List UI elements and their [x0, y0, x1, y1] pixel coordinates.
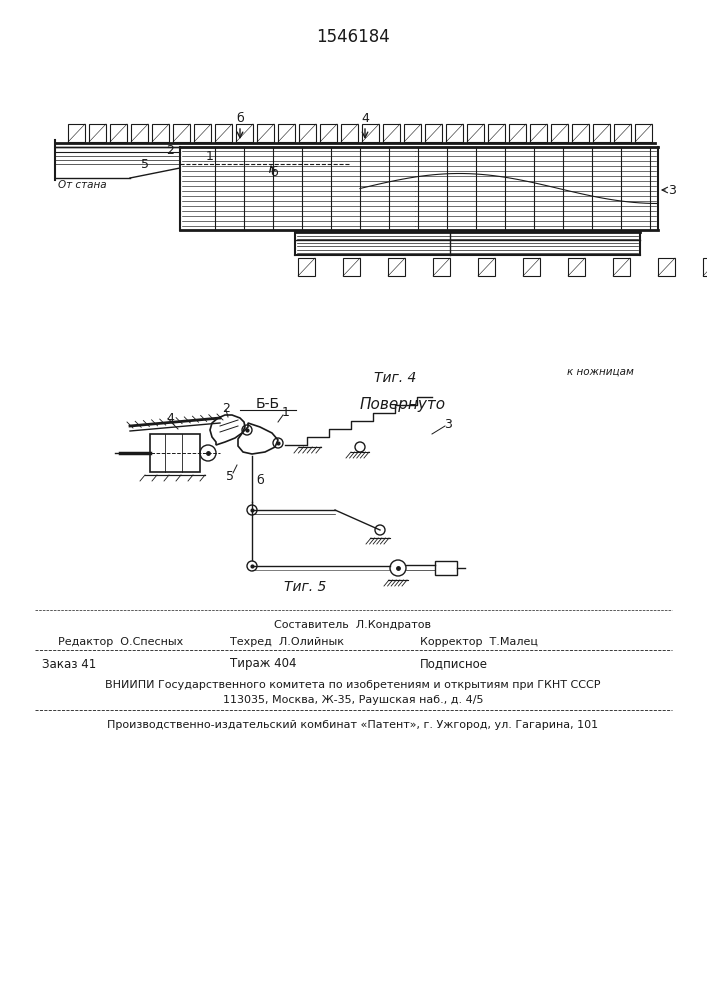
- Bar: [173, 124, 190, 142]
- Bar: [383, 124, 400, 142]
- Text: Τиг. 5: Τиг. 5: [284, 580, 326, 594]
- Text: б: б: [256, 475, 264, 488]
- Bar: [593, 124, 610, 142]
- Text: Повернуто: Повернуто: [360, 396, 446, 412]
- Text: Составитель  Л.Кондратов: Составитель Л.Кондратов: [274, 620, 431, 630]
- Text: б: б: [236, 112, 244, 125]
- Text: 113035, Москва, Ж-35, Раушская наб., д. 4/5: 113035, Москва, Ж-35, Раушская наб., д. …: [223, 695, 484, 705]
- Text: б: б: [270, 165, 278, 178]
- Text: 2: 2: [222, 401, 230, 414]
- Bar: [278, 124, 295, 142]
- Bar: [530, 124, 547, 142]
- Bar: [425, 124, 442, 142]
- Bar: [404, 124, 421, 142]
- Bar: [298, 258, 315, 276]
- Bar: [435, 561, 457, 575]
- Text: Подписное: Подписное: [420, 658, 488, 670]
- Bar: [446, 124, 463, 142]
- Bar: [110, 124, 127, 142]
- Bar: [613, 258, 630, 276]
- Bar: [362, 124, 379, 142]
- Text: Производственно-издательский комбинат «Патент», г. Ужгород, ул. Гагарина, 101: Производственно-издательский комбинат «П…: [107, 720, 599, 730]
- Bar: [703, 258, 707, 276]
- Text: 1546184: 1546184: [316, 28, 390, 46]
- Bar: [152, 124, 169, 142]
- Text: 3: 3: [668, 184, 676, 196]
- Text: Тираж 404: Тираж 404: [230, 658, 296, 670]
- Text: Τиг. 4: Τиг. 4: [374, 371, 416, 385]
- Text: 5: 5: [226, 470, 234, 483]
- Bar: [433, 258, 450, 276]
- Text: 1: 1: [282, 406, 290, 420]
- Text: 2: 2: [166, 143, 174, 156]
- Text: Редактор  О.Спесных: Редактор О.Спесных: [58, 637, 183, 647]
- Text: Б-Б: Б-Б: [256, 397, 280, 411]
- Bar: [320, 124, 337, 142]
- Bar: [635, 124, 652, 142]
- Bar: [551, 124, 568, 142]
- Bar: [467, 124, 484, 142]
- Text: ВНИИПИ Государственного комитета по изобретениям и открытиям при ГКНТ СССР: ВНИИПИ Государственного комитета по изоб…: [105, 680, 601, 690]
- Text: 5: 5: [141, 158, 149, 172]
- Bar: [509, 124, 526, 142]
- Bar: [572, 124, 589, 142]
- Bar: [658, 258, 675, 276]
- Bar: [568, 258, 585, 276]
- Bar: [194, 124, 211, 142]
- Text: 3: 3: [444, 418, 452, 430]
- Bar: [614, 124, 631, 142]
- Text: 1: 1: [206, 150, 214, 163]
- Text: к ножницам: к ножницам: [566, 367, 633, 377]
- Bar: [478, 258, 495, 276]
- Bar: [523, 258, 540, 276]
- Bar: [257, 124, 274, 142]
- Text: Техред  Л.Олийнык: Техред Л.Олийнык: [230, 637, 344, 647]
- Bar: [388, 258, 405, 276]
- Bar: [343, 258, 360, 276]
- Bar: [131, 124, 148, 142]
- Bar: [488, 124, 505, 142]
- Bar: [236, 124, 253, 142]
- Text: 4: 4: [361, 112, 369, 125]
- Bar: [215, 124, 232, 142]
- Text: Корректор  Т.Малец: Корректор Т.Малец: [420, 637, 538, 647]
- Bar: [341, 124, 358, 142]
- Bar: [150, 434, 200, 472]
- Bar: [299, 124, 316, 142]
- Bar: [68, 124, 85, 142]
- Text: Заказ 41: Заказ 41: [42, 658, 96, 670]
- Text: 4: 4: [166, 412, 174, 424]
- Bar: [89, 124, 106, 142]
- Text: От стана: От стана: [58, 180, 107, 190]
